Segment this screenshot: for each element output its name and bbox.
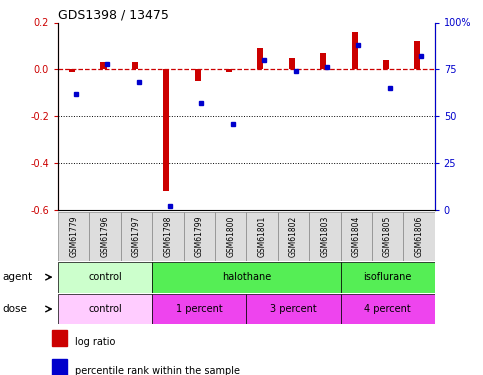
FancyBboxPatch shape — [152, 212, 184, 261]
Text: dose: dose — [2, 304, 28, 314]
Text: control: control — [88, 304, 122, 314]
Text: GSM61801: GSM61801 — [257, 216, 267, 257]
FancyBboxPatch shape — [89, 212, 121, 261]
Text: GSM61779: GSM61779 — [69, 216, 78, 257]
Text: GSM61803: GSM61803 — [320, 216, 329, 257]
Text: GSM61797: GSM61797 — [132, 216, 141, 257]
FancyBboxPatch shape — [372, 212, 403, 261]
FancyBboxPatch shape — [121, 212, 152, 261]
FancyBboxPatch shape — [246, 212, 278, 261]
Text: 1 percent: 1 percent — [176, 304, 223, 314]
Text: GSM61796: GSM61796 — [100, 216, 110, 257]
FancyBboxPatch shape — [403, 212, 435, 261]
Text: GDS1398 / 13475: GDS1398 / 13475 — [58, 8, 169, 21]
FancyBboxPatch shape — [184, 212, 215, 261]
FancyBboxPatch shape — [58, 212, 89, 261]
Text: 4 percent: 4 percent — [364, 304, 411, 314]
FancyBboxPatch shape — [278, 212, 309, 261]
FancyBboxPatch shape — [341, 212, 372, 261]
Text: 3 percent: 3 percent — [270, 304, 317, 314]
Text: GSM61798: GSM61798 — [163, 216, 172, 257]
Bar — [163, 69, 170, 191]
Bar — [100, 62, 107, 69]
FancyBboxPatch shape — [152, 262, 341, 292]
Bar — [195, 69, 201, 81]
Text: GSM61800: GSM61800 — [226, 216, 235, 257]
Bar — [383, 60, 389, 69]
FancyBboxPatch shape — [58, 262, 152, 292]
Bar — [289, 58, 295, 69]
FancyBboxPatch shape — [341, 294, 435, 324]
Bar — [320, 53, 327, 69]
Bar — [52, 359, 67, 375]
Text: GSM61804: GSM61804 — [352, 216, 361, 257]
Text: agent: agent — [2, 272, 32, 282]
Bar — [352, 32, 358, 69]
FancyBboxPatch shape — [309, 212, 341, 261]
Bar — [226, 69, 232, 72]
FancyBboxPatch shape — [246, 294, 341, 324]
Text: log ratio: log ratio — [75, 336, 116, 346]
FancyBboxPatch shape — [341, 262, 435, 292]
Bar — [69, 69, 75, 72]
Text: control: control — [88, 272, 122, 282]
Text: GSM61802: GSM61802 — [289, 216, 298, 257]
Bar — [257, 48, 264, 69]
Text: percentile rank within the sample: percentile rank within the sample — [75, 366, 241, 375]
Bar — [132, 62, 138, 69]
FancyBboxPatch shape — [58, 294, 152, 324]
Bar — [414, 41, 421, 69]
Text: GSM61799: GSM61799 — [195, 216, 204, 257]
Text: GSM61806: GSM61806 — [414, 216, 424, 257]
FancyBboxPatch shape — [152, 294, 246, 324]
FancyBboxPatch shape — [215, 212, 246, 261]
Text: GSM61805: GSM61805 — [383, 216, 392, 257]
Text: isoflurane: isoflurane — [363, 272, 412, 282]
Bar — [52, 330, 67, 346]
Text: halothane: halothane — [222, 272, 271, 282]
